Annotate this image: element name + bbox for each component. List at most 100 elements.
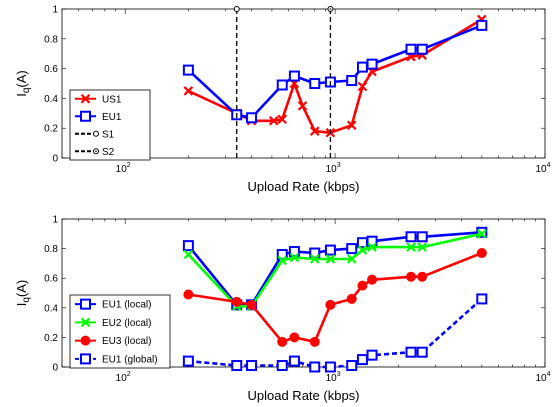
y-tick-label: 0.4 <box>44 94 58 105</box>
data-point <box>417 271 428 282</box>
series-eu1-global <box>182 293 488 373</box>
data-point <box>367 242 377 252</box>
series-line <box>187 24 483 120</box>
legend-label: EU1 (global) <box>102 354 158 365</box>
y-tick-label: 0.2 <box>44 124 58 135</box>
x-tick-label: 102 <box>116 371 131 384</box>
data-point <box>405 346 417 358</box>
data-point <box>268 115 279 126</box>
data-point <box>476 293 488 305</box>
legend-label: US1 <box>102 94 122 105</box>
data-point <box>357 245 368 255</box>
series-eu3-local <box>183 248 487 347</box>
legend-label: EU1 <box>102 112 122 123</box>
data-point <box>183 86 194 96</box>
data-point <box>405 231 417 243</box>
y-tick-label: 0.4 <box>44 303 58 314</box>
chart-panel-2: 0 0.2 0.4 0.6 0.8 1 102 103 104 Upload Rate (kbps… <box>14 215 551 404</box>
x-tick-label: 104 <box>535 162 550 175</box>
legend-swatch-marker <box>80 298 91 310</box>
data-point <box>183 289 194 300</box>
legend-swatch-marker <box>80 93 91 104</box>
data-point <box>246 299 257 310</box>
y-tick-label: 0.6 <box>44 64 58 75</box>
series-vline-marker <box>327 6 334 12</box>
y-tick-label: 0 <box>52 154 58 165</box>
data-point <box>357 81 368 92</box>
y-axis-label: Iq(A) <box>14 70 32 97</box>
legend: EU1 (local) EU2 (local) EU3 (local) EU1 (gl… <box>69 294 171 369</box>
data-point <box>476 248 487 259</box>
data-point <box>476 19 488 31</box>
y-tick-label: 0.8 <box>44 244 58 255</box>
y-tick-label: 0.6 <box>44 274 58 285</box>
data-point <box>309 336 320 347</box>
series-eu1 <box>182 19 488 124</box>
data-point <box>416 231 428 243</box>
x-axis-label: Upload Rate (kbps) <box>248 388 360 403</box>
series-s1 <box>233 6 240 158</box>
data-point <box>277 336 288 347</box>
legend-swatch-marker <box>80 335 91 346</box>
data-point <box>288 355 300 367</box>
plot-area-frame <box>61 218 546 368</box>
data-point <box>231 360 243 372</box>
y-tick-label: 1 <box>52 215 58 226</box>
y-tick-label: 0.8 <box>44 34 58 45</box>
data-point <box>309 361 321 373</box>
data-point <box>277 255 288 266</box>
y-axis-label: Iq(A) <box>14 280 32 307</box>
data-point <box>346 75 358 87</box>
data-point <box>231 296 242 307</box>
series-s2 <box>327 6 334 158</box>
data-point <box>325 299 336 310</box>
legend-swatch-marker <box>80 317 91 328</box>
data-point <box>346 293 357 304</box>
data-point <box>276 79 288 91</box>
data-point <box>367 274 378 285</box>
legend-swatch-marker <box>93 130 99 137</box>
data-point <box>324 244 336 256</box>
data-point <box>346 120 357 130</box>
series-vline-marker <box>233 6 240 12</box>
data-point <box>417 242 427 252</box>
data-point <box>277 114 288 125</box>
y-tick-label: 0 <box>52 363 58 374</box>
legend-swatch-marker <box>93 148 99 155</box>
x-tick-label: 103 <box>326 371 341 384</box>
data-point <box>309 78 321 89</box>
x-axis-label: Upload Rate (kbps) <box>248 179 360 194</box>
data-point <box>477 229 487 239</box>
data-point <box>182 355 194 367</box>
data-point <box>183 249 194 260</box>
legend-label: EU1 (local) <box>102 300 151 311</box>
data-point <box>325 254 336 264</box>
chart-panel-1: 0 0.2 0.4 0.6 0.8 1 102 103 104 Upload Rate (kbps… <box>14 5 551 195</box>
y-tick-label: 0.2 <box>44 333 58 344</box>
data-point <box>406 271 417 282</box>
x-tick-label: 104 <box>535 371 550 384</box>
data-point <box>246 112 258 124</box>
data-point <box>246 360 258 372</box>
data-point <box>289 332 300 343</box>
data-point <box>182 240 194 252</box>
plot-area-frame <box>61 8 546 159</box>
data-point <box>276 360 288 372</box>
y-tick-label: 1 <box>52 5 58 16</box>
data-point <box>346 360 358 372</box>
series-us1 <box>183 14 487 138</box>
data-point <box>297 101 308 111</box>
data-point <box>366 58 378 70</box>
series-line <box>188 251 483 344</box>
data-point <box>309 254 320 264</box>
data-point <box>416 346 428 358</box>
data-point <box>346 243 358 255</box>
legend-swatch-marker <box>80 110 91 122</box>
data-point <box>405 43 417 55</box>
data-point <box>416 43 428 55</box>
data-point <box>356 354 368 366</box>
legend-label: S1 <box>102 129 115 140</box>
data-point <box>289 252 300 263</box>
data-point <box>366 349 378 361</box>
legend: US1 EU1 S1 S2 <box>69 89 151 161</box>
